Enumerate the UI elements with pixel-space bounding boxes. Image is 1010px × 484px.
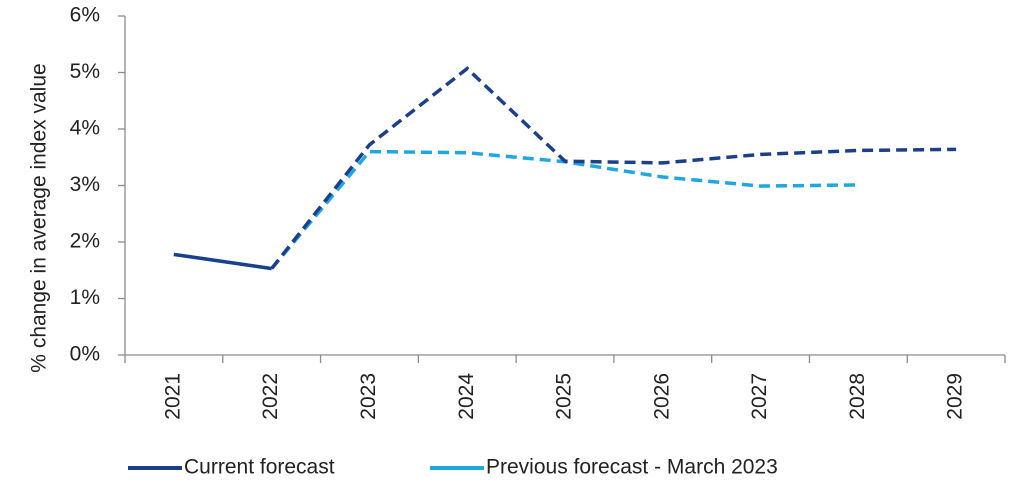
- x-tick-label: 2028: [846, 373, 869, 420]
- legend-label: Previous forecast - March 2023: [486, 456, 778, 479]
- x-tick-label: 2029: [944, 373, 967, 420]
- x-tick-label: 2021: [161, 373, 184, 420]
- series-line: [270, 66, 957, 270]
- x-tick-label: 2027: [748, 373, 771, 420]
- y-tick-label: 3%: [70, 173, 100, 196]
- y-tick-label: 0%: [70, 343, 100, 366]
- y-axis-title: % change in average index value: [28, 63, 51, 372]
- y-tick-label: 6%: [70, 4, 100, 27]
- y-tick-label: 2%: [70, 230, 100, 253]
- x-tick-label: 2026: [650, 373, 673, 420]
- x-tick-label: 2023: [357, 373, 380, 420]
- legend-label: Current forecast: [184, 456, 335, 479]
- series-line: [270, 149, 859, 270]
- y-tick-label: 4%: [70, 117, 100, 140]
- y-tick-label: 5%: [70, 60, 100, 83]
- x-tick-label: 2025: [553, 373, 576, 420]
- y-tick-label: 1%: [70, 286, 100, 309]
- series-line: [173, 252, 272, 271]
- x-tick-label: 2024: [455, 373, 478, 420]
- x-tick-label: 2022: [259, 373, 282, 420]
